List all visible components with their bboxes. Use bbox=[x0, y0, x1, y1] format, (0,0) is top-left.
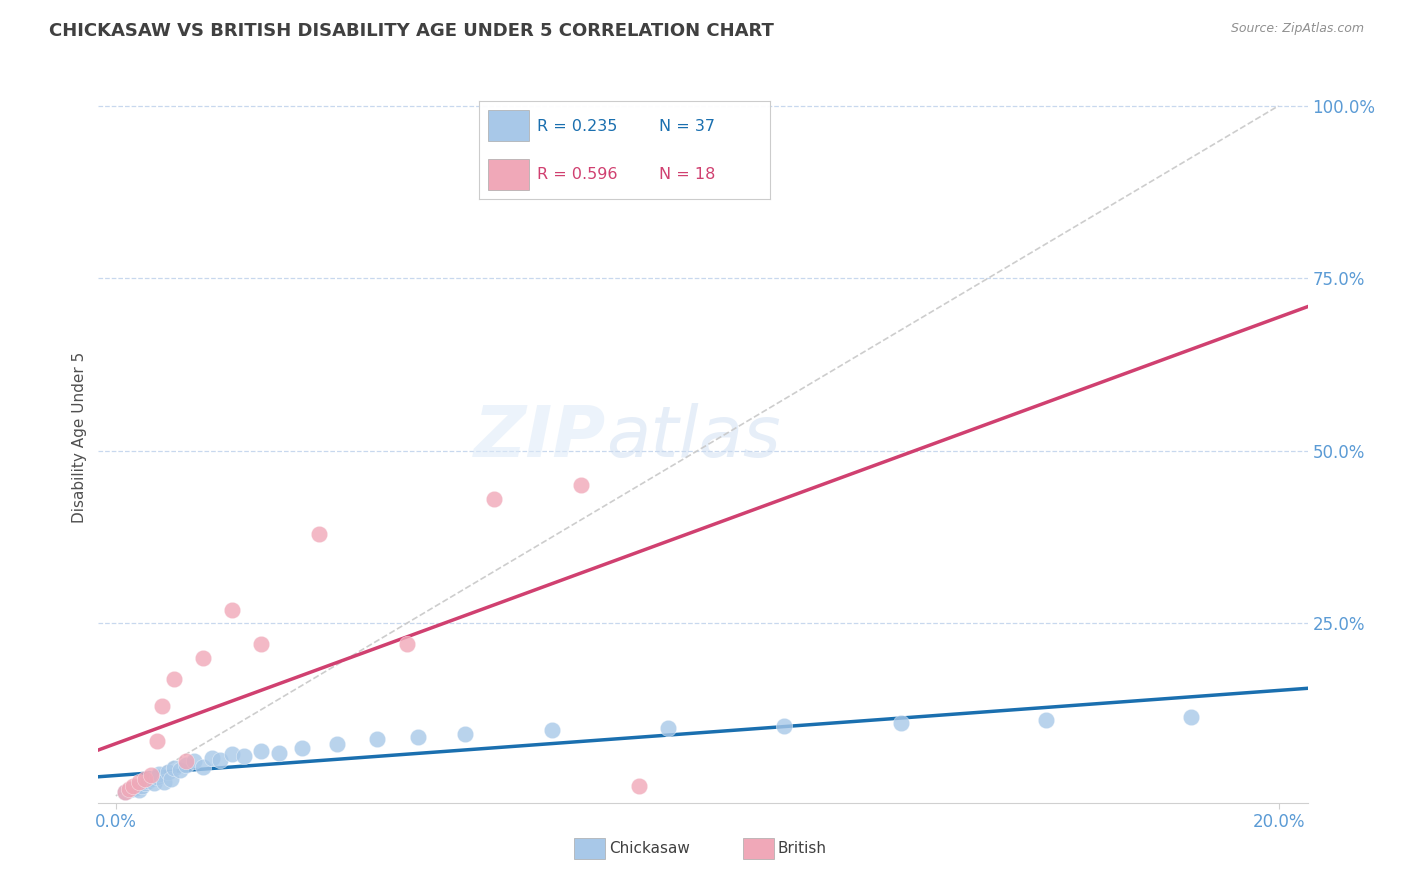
Text: Chickasaw: Chickasaw bbox=[609, 840, 689, 855]
Point bbox=[163, 672, 186, 686]
Point bbox=[169, 763, 191, 777]
Point bbox=[569, 478, 592, 492]
Y-axis label: Disability Age Under 5: Disability Age Under 5 bbox=[72, 351, 87, 523]
Point bbox=[145, 733, 167, 747]
Point bbox=[163, 761, 186, 775]
Point bbox=[191, 651, 214, 665]
Text: ZIP: ZIP bbox=[474, 402, 606, 472]
Point bbox=[209, 753, 232, 767]
Point bbox=[142, 776, 165, 790]
Point bbox=[326, 737, 349, 751]
Point bbox=[453, 727, 475, 741]
Point bbox=[139, 768, 162, 782]
Point bbox=[308, 526, 330, 541]
Point bbox=[134, 772, 156, 786]
Point bbox=[183, 755, 205, 769]
Point bbox=[118, 783, 141, 797]
Point bbox=[395, 637, 418, 651]
Point bbox=[128, 783, 150, 797]
Text: British: British bbox=[778, 840, 827, 855]
Point bbox=[201, 751, 224, 765]
Point bbox=[134, 776, 156, 790]
Point bbox=[150, 699, 173, 714]
Point bbox=[540, 723, 562, 738]
Point bbox=[160, 772, 183, 786]
Point bbox=[1035, 713, 1057, 727]
Point bbox=[157, 764, 180, 779]
Point bbox=[174, 757, 197, 772]
Point bbox=[145, 770, 167, 784]
Point bbox=[1180, 709, 1202, 723]
Point bbox=[121, 782, 143, 797]
Point bbox=[221, 747, 243, 762]
Point bbox=[114, 785, 136, 799]
Point bbox=[148, 767, 170, 781]
FancyBboxPatch shape bbox=[574, 838, 605, 859]
Point bbox=[221, 602, 243, 616]
Point bbox=[291, 740, 314, 755]
Point bbox=[152, 775, 174, 789]
Point bbox=[773, 718, 796, 732]
Text: atlas: atlas bbox=[606, 402, 780, 472]
Point bbox=[890, 716, 912, 731]
Point bbox=[114, 785, 136, 799]
Point bbox=[250, 637, 273, 651]
Point bbox=[128, 775, 150, 789]
Point bbox=[125, 780, 148, 795]
FancyBboxPatch shape bbox=[742, 838, 775, 859]
Point bbox=[139, 772, 162, 786]
Text: CHICKASAW VS BRITISH DISABILITY AGE UNDER 5 CORRELATION CHART: CHICKASAW VS BRITISH DISABILITY AGE UNDE… bbox=[49, 22, 775, 40]
Point bbox=[366, 732, 388, 747]
Point bbox=[250, 744, 273, 758]
Point bbox=[232, 748, 254, 763]
Point bbox=[406, 731, 429, 745]
Point bbox=[628, 779, 651, 793]
Point bbox=[118, 782, 141, 797]
Point bbox=[267, 746, 290, 760]
Point bbox=[657, 721, 679, 735]
Text: Source: ZipAtlas.com: Source: ZipAtlas.com bbox=[1230, 22, 1364, 36]
Point bbox=[122, 779, 145, 793]
Point bbox=[174, 755, 197, 769]
Point bbox=[482, 492, 505, 507]
Point bbox=[131, 779, 153, 793]
Point bbox=[136, 773, 159, 788]
Point bbox=[191, 760, 214, 774]
